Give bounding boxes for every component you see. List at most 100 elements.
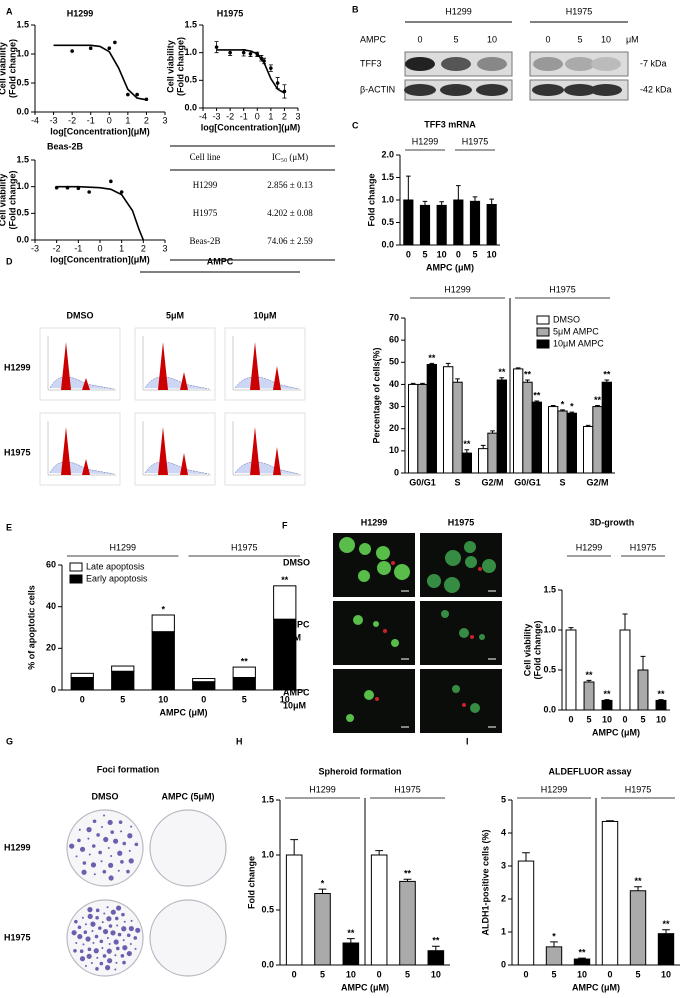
image-column: H1299 — [361, 517, 388, 527]
y-tick-label: 1.0 — [16, 181, 29, 191]
y-axis-label: Fold change — [366, 173, 376, 226]
colony — [79, 956, 86, 962]
x-tick-label: -1 — [240, 111, 248, 121]
histogram-peak — [158, 427, 168, 475]
error-bar — [410, 382, 416, 385]
colony — [103, 912, 106, 915]
significance: ** — [585, 670, 593, 680]
colony — [79, 949, 84, 954]
x-tick-label: 2 — [282, 111, 287, 121]
legend-label: Late apoptosis — [86, 561, 145, 571]
histogram-frame — [224, 412, 306, 486]
blot-band — [591, 57, 621, 71]
colony — [87, 947, 92, 952]
x-tick-label: 5 — [551, 969, 556, 979]
blot-band — [404, 84, 436, 96]
colony — [82, 943, 85, 946]
x-tick-label: 3 — [162, 243, 167, 253]
colony — [134, 947, 137, 950]
x-tick-label: 0 — [377, 969, 382, 979]
x-tick-label: 0 — [107, 115, 112, 125]
spheroid — [377, 561, 391, 575]
flow-row: H1975 — [4, 447, 31, 457]
group-label: H1975 — [625, 784, 652, 794]
x-tick-label: 3 — [295, 111, 300, 121]
group-label: H1299 — [541, 784, 568, 794]
y-tick-label: 1.5 — [16, 154, 29, 164]
legend-label: 10μM AMPC — [553, 338, 604, 348]
x-tick-label: 10 — [431, 969, 441, 979]
error-bar — [455, 378, 460, 383]
x-tick-label: -4 — [31, 115, 39, 125]
histogram-peak — [250, 342, 260, 390]
data-point — [119, 190, 124, 194]
spheroid — [445, 550, 461, 566]
x-axis-label: AMPC (μM) — [592, 727, 640, 737]
colony — [102, 954, 107, 958]
bar — [461, 452, 472, 474]
y-tick-label: 1.5 — [16, 19, 29, 29]
colony — [84, 923, 87, 926]
colony — [113, 838, 119, 844]
spheroid — [353, 615, 363, 625]
significance: ** — [603, 369, 611, 379]
bar — [531, 401, 543, 474]
colony — [106, 948, 112, 954]
colony — [122, 841, 127, 846]
bar — [151, 614, 175, 633]
x-tick-label: -3 — [50, 115, 58, 125]
significance: * — [321, 878, 325, 888]
x-tick-label: 1 — [268, 111, 273, 121]
spheroid — [470, 703, 480, 713]
y-tick-label: 0.5 — [16, 77, 29, 87]
table-header: IC₅₀ (μM) — [272, 152, 308, 162]
fit-curve — [53, 44, 147, 101]
error-bar — [604, 379, 610, 383]
microscopy-image — [333, 669, 415, 733]
bar — [70, 677, 94, 691]
x-tick-label: 10 — [280, 694, 290, 704]
x-tick-label: 10 — [577, 969, 587, 979]
y-tick-label: 70 — [389, 312, 399, 322]
significance: ** — [662, 919, 670, 929]
colony — [120, 954, 125, 958]
colony — [99, 961, 104, 966]
spheroid — [359, 543, 371, 555]
significance: ** — [533, 390, 541, 400]
error-bar — [586, 679, 592, 682]
blot-band — [440, 84, 472, 96]
colony — [106, 906, 109, 909]
y-tick-label: 1.5 — [543, 584, 556, 594]
x-tick-label: -2 — [68, 115, 76, 125]
spheroid — [427, 574, 441, 588]
bar — [443, 366, 454, 474]
y-tick-label: 1.0 — [184, 47, 197, 57]
spheroid — [479, 634, 485, 640]
x-tick-label: -3 — [213, 111, 221, 121]
significance: ** — [463, 439, 471, 449]
colony — [102, 869, 107, 874]
y-tick-label: 0 — [51, 684, 56, 694]
histogram-frame — [39, 327, 121, 401]
error-bar — [640, 655, 646, 670]
blot-band — [590, 84, 622, 96]
colony — [77, 838, 81, 843]
legend-swatch — [69, 574, 83, 584]
error-bar — [534, 400, 540, 403]
error-bar — [550, 941, 558, 947]
colony — [134, 842, 139, 847]
data-point — [88, 46, 93, 50]
error-bar — [595, 404, 600, 407]
x-tick-label: 5 — [586, 714, 591, 724]
colony — [88, 853, 91, 856]
x-tick-label: 3 — [162, 115, 167, 125]
bar — [342, 942, 360, 966]
histogram-peak — [180, 453, 188, 475]
data-point — [275, 81, 280, 85]
colony — [128, 849, 131, 852]
group-label: H1299 — [444, 284, 471, 294]
error-bar — [422, 200, 428, 206]
legend-swatch — [536, 327, 550, 337]
bar — [478, 448, 489, 474]
colony — [118, 820, 123, 824]
